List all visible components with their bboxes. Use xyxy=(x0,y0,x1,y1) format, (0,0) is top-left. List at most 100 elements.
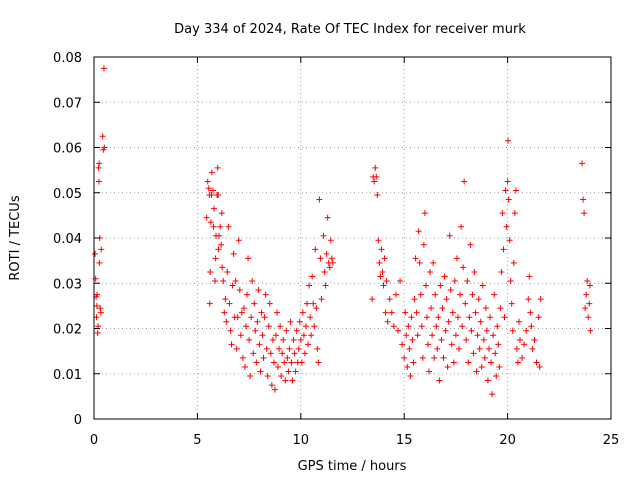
data-point xyxy=(288,359,295,366)
data-point xyxy=(379,268,386,275)
data-point xyxy=(515,318,522,325)
data-point xyxy=(223,318,230,325)
data-point xyxy=(477,318,484,325)
data-point xyxy=(262,291,269,298)
data-point xyxy=(214,164,221,171)
data-point xyxy=(422,282,429,289)
data-point xyxy=(96,160,103,167)
data-point xyxy=(503,223,510,230)
data-point xyxy=(411,296,418,303)
data-point xyxy=(504,178,511,185)
data-point xyxy=(406,345,413,352)
data-point xyxy=(327,237,334,244)
data-point xyxy=(212,255,219,262)
data-point xyxy=(286,345,293,352)
data-point xyxy=(497,305,504,312)
data-point xyxy=(300,332,307,339)
data-point xyxy=(585,314,592,321)
y-axis-title: ROTI / TECUs xyxy=(8,195,23,280)
data-point xyxy=(258,309,265,316)
data-point xyxy=(523,327,530,334)
data-point xyxy=(409,336,416,343)
data-point xyxy=(452,332,459,339)
data-point xyxy=(256,341,263,348)
data-point xyxy=(480,336,487,343)
data-point xyxy=(435,314,442,321)
data-point xyxy=(412,255,419,262)
data-point xyxy=(426,368,433,375)
data-point xyxy=(321,268,328,275)
data-point xyxy=(276,345,283,352)
data-point xyxy=(521,341,528,348)
data-point xyxy=(249,277,256,284)
data-point xyxy=(266,300,273,307)
data-point xyxy=(468,327,475,334)
data-point xyxy=(402,309,409,316)
data-point xyxy=(505,196,512,203)
data-point xyxy=(246,336,253,343)
data-point xyxy=(447,287,454,294)
y-tick-labels: 0 0.01 0.02 0.03 0.04 0.05 0.06 0.07 0.08 xyxy=(53,51,82,428)
data-point xyxy=(260,354,267,361)
data-point xyxy=(215,192,222,199)
data-point xyxy=(529,345,536,352)
data-point xyxy=(386,296,393,303)
data-point xyxy=(328,255,335,262)
data-point xyxy=(268,382,275,389)
data-point xyxy=(414,332,421,339)
data-point xyxy=(378,246,385,253)
data-point xyxy=(490,332,497,339)
data-point xyxy=(415,228,422,235)
data-point xyxy=(446,232,453,239)
data-point xyxy=(511,210,518,217)
data-point xyxy=(295,345,302,352)
data-point xyxy=(267,350,274,357)
data-point xyxy=(290,336,297,343)
data-point xyxy=(99,133,106,140)
data-points xyxy=(92,65,594,398)
data-point xyxy=(272,332,279,339)
data-point xyxy=(211,277,218,284)
data-point xyxy=(298,359,305,366)
data-point xyxy=(264,373,271,380)
data-point xyxy=(204,178,211,185)
data-point xyxy=(280,336,287,343)
data-point xyxy=(457,291,464,298)
data-point xyxy=(97,309,104,316)
data-point xyxy=(208,169,215,176)
data-point xyxy=(509,327,516,334)
data-point xyxy=(384,318,391,325)
data-point xyxy=(484,377,491,384)
data-point xyxy=(408,314,415,321)
data-point xyxy=(475,296,482,303)
data-point xyxy=(493,373,500,380)
data-point xyxy=(326,264,333,271)
data-point xyxy=(417,291,424,298)
data-point xyxy=(274,309,281,316)
data-point xyxy=(252,327,259,334)
data-point xyxy=(502,187,509,194)
data-point xyxy=(462,300,469,307)
data-point xyxy=(301,350,308,357)
data-point xyxy=(441,273,448,280)
data-point xyxy=(244,291,251,298)
data-point xyxy=(308,332,315,339)
data-point xyxy=(232,277,239,284)
data-point xyxy=(401,354,408,361)
data-point xyxy=(404,363,411,370)
data-point xyxy=(531,336,538,343)
data-point xyxy=(93,302,100,309)
data-point xyxy=(95,178,102,185)
data-point xyxy=(296,318,303,325)
data-point xyxy=(461,178,468,185)
data-point xyxy=(582,305,589,312)
data-point xyxy=(289,377,296,384)
data-point xyxy=(293,327,300,334)
data-point xyxy=(371,178,378,185)
data-point xyxy=(269,336,276,343)
y-tick-label: 0.06 xyxy=(53,142,82,157)
data-point xyxy=(381,255,388,262)
data-point xyxy=(403,332,410,339)
data-point xyxy=(98,246,105,253)
